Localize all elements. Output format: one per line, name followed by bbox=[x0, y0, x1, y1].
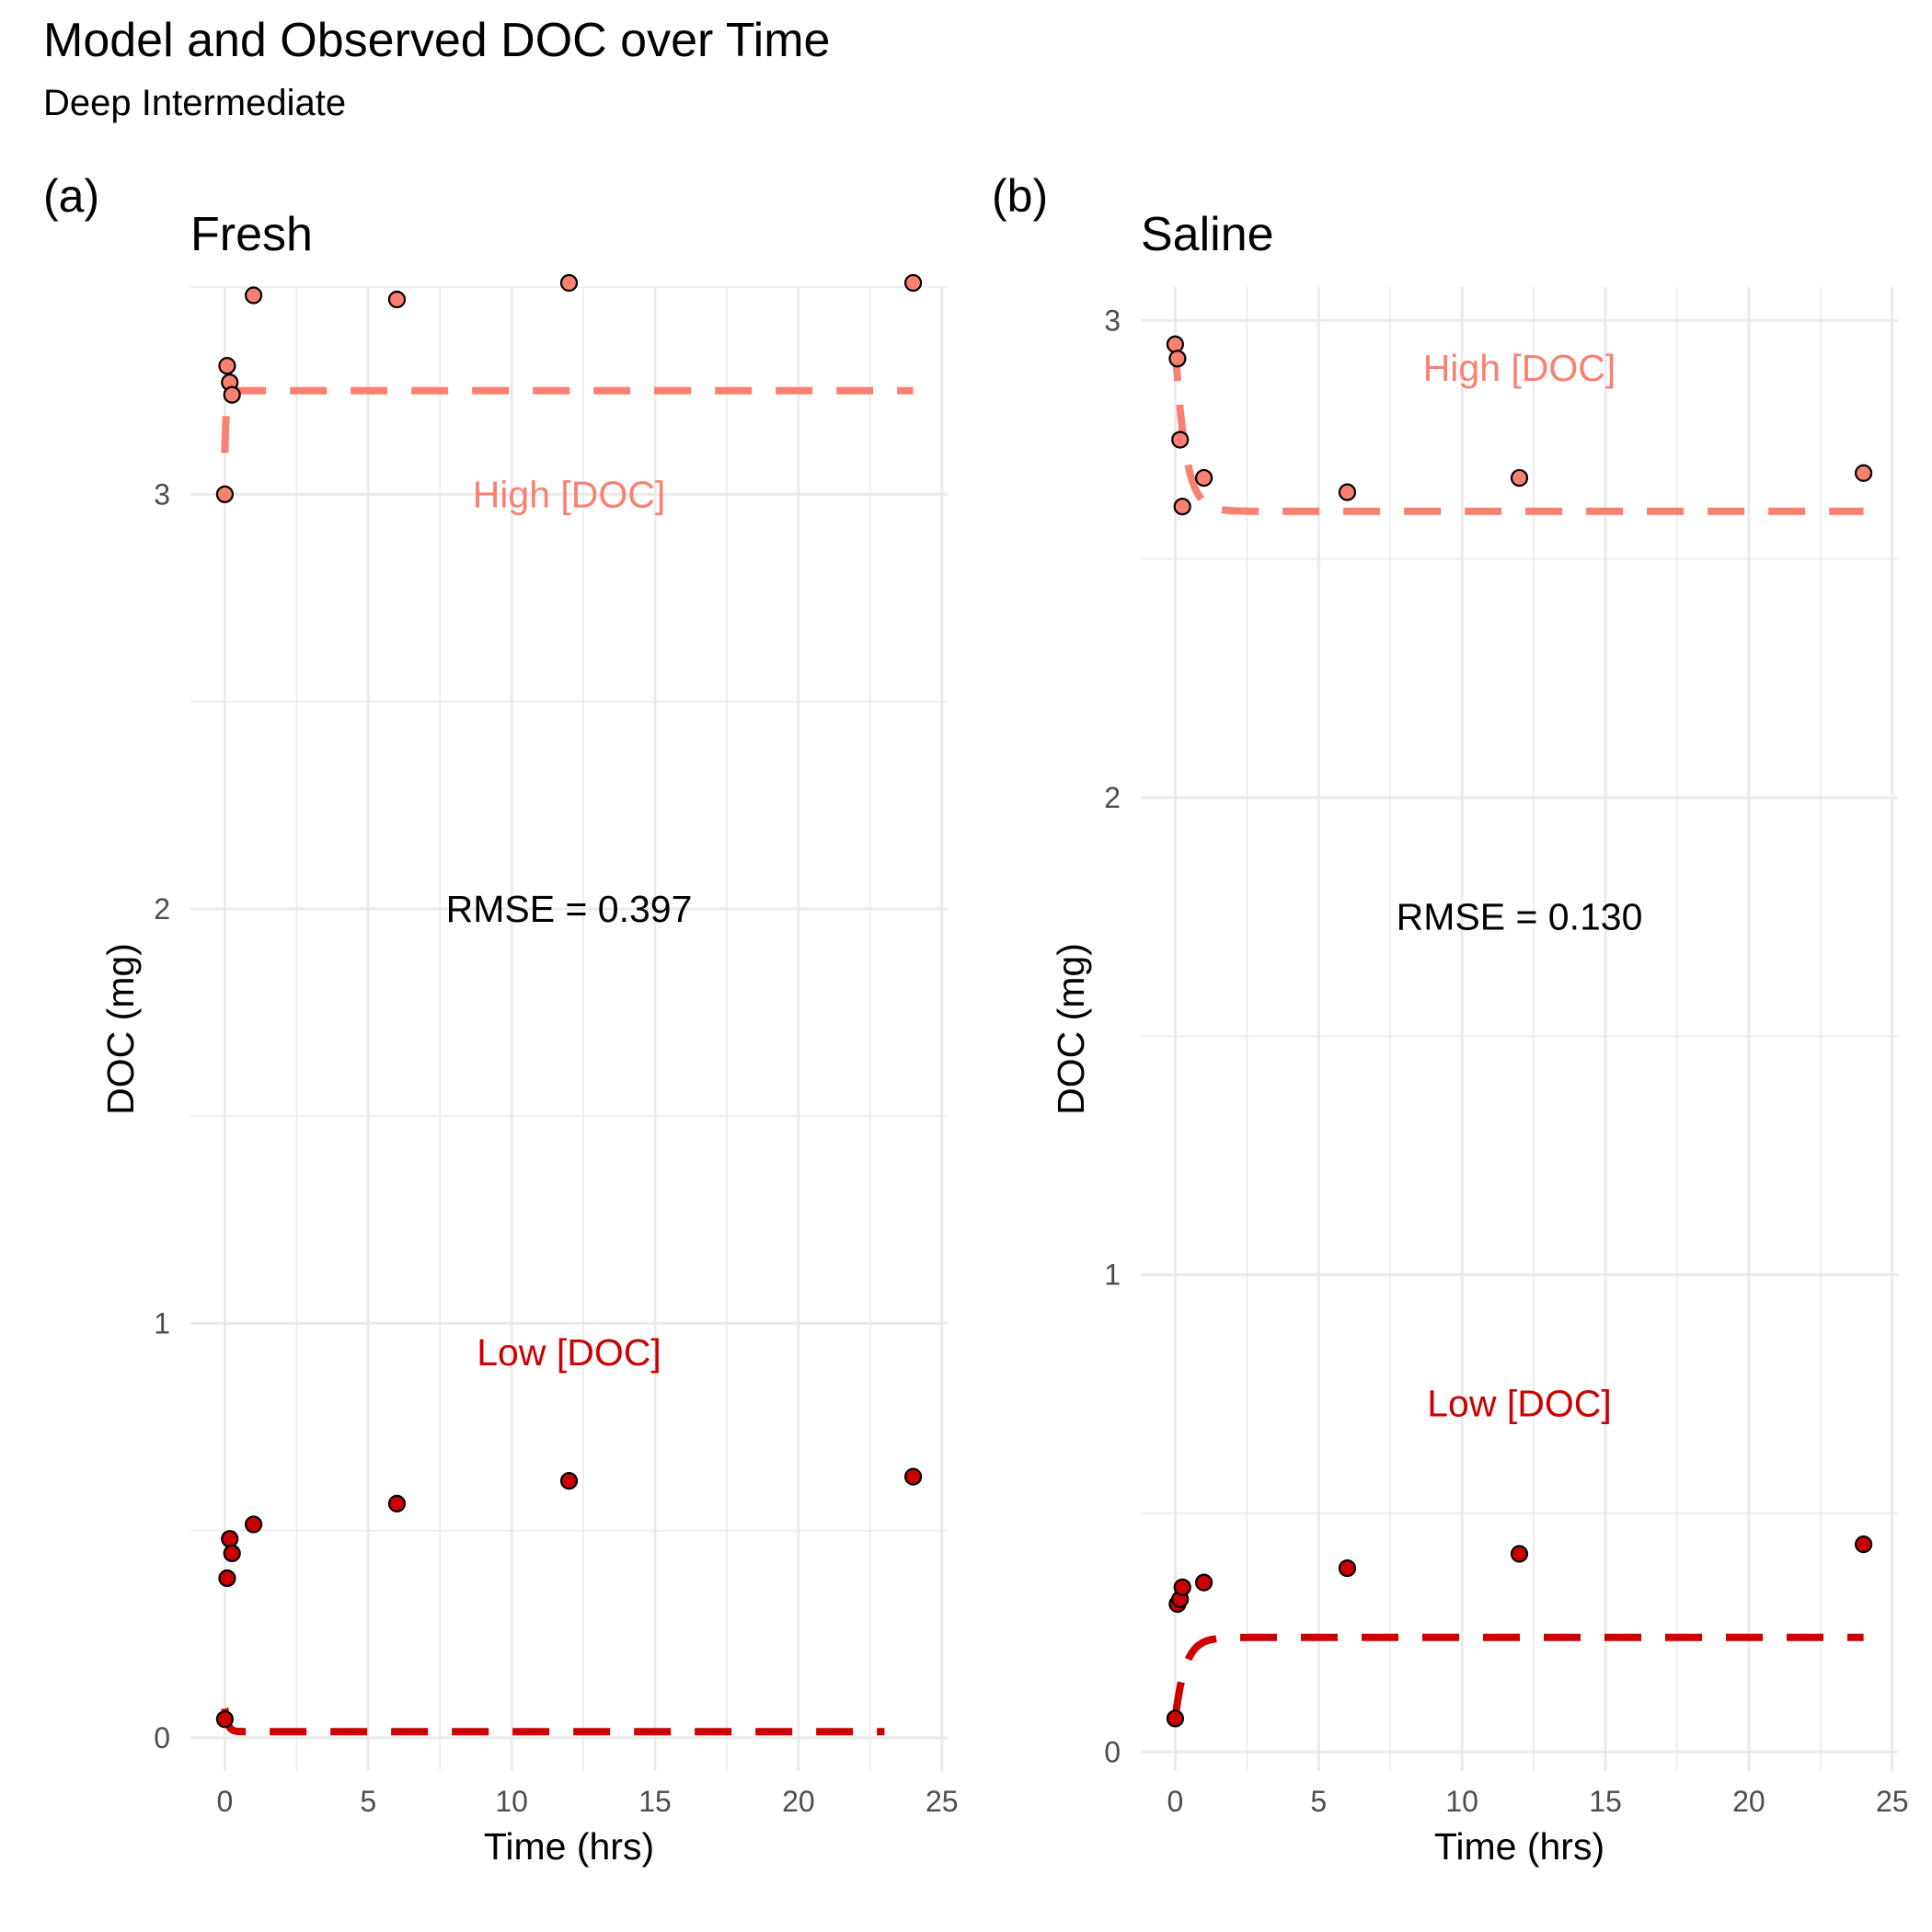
panel-b-x-tick-label: 25 bbox=[1876, 1785, 1909, 1818]
panel-a-point-high bbox=[223, 385, 241, 404]
panel-a-tag: (a) bbox=[43, 170, 99, 222]
panel-b-x-tick-label: 5 bbox=[1310, 1785, 1327, 1818]
panel-a-point-low bbox=[387, 1494, 407, 1512]
panel-a-point-low bbox=[559, 1472, 579, 1490]
panel-b-model-line-high bbox=[1171, 343, 1864, 515]
panel-b-model-line-low bbox=[1171, 1633, 1864, 1720]
panel-b-point-low bbox=[1338, 1558, 1357, 1578]
panel-a-point-high bbox=[387, 290, 407, 309]
panel-b-point-high bbox=[1168, 350, 1187, 368]
panel-b-x-tick-label: 15 bbox=[1589, 1785, 1622, 1818]
panel-b-point-low bbox=[1173, 1578, 1191, 1596]
panel-b-point-low bbox=[1854, 1535, 1873, 1554]
panel-b-y-tick-label: 2 bbox=[1104, 781, 1121, 814]
panel-b-rmse-label: RMSE = 0.130 bbox=[1397, 896, 1643, 938]
panel-b-x-tick-label: 20 bbox=[1732, 1785, 1765, 1818]
panel-b-point-low bbox=[1510, 1545, 1529, 1563]
panel-a-point-low bbox=[218, 1569, 236, 1588]
panel-a-point-high bbox=[215, 485, 235, 503]
panel-b-y-tick-label: 1 bbox=[1104, 1259, 1121, 1292]
panel-a-model-line-low bbox=[221, 1707, 885, 1736]
panel-a-title: Fresh bbox=[190, 208, 313, 261]
panel-b-point-high bbox=[1173, 497, 1191, 516]
panel-a-point-low bbox=[903, 1467, 923, 1486]
panel-a-point-low bbox=[215, 1710, 235, 1729]
panel-b-tag: (b) bbox=[992, 170, 1048, 222]
panel-a-x-tick-label: 5 bbox=[360, 1785, 376, 1818]
panel-a-y-tick-label: 0 bbox=[154, 1721, 170, 1754]
chart-title: Model and Observed DOC over Time bbox=[43, 14, 831, 67]
panel-b-x-tick-label: 0 bbox=[1167, 1785, 1184, 1818]
panel-b-point-low bbox=[1194, 1573, 1213, 1592]
panel-a-x-tick-label: 15 bbox=[638, 1785, 672, 1818]
panel-b-low-doc-label: Low [DOC] bbox=[1427, 1383, 1612, 1425]
panel-b-point-high bbox=[1166, 335, 1185, 353]
panel-a-point-low bbox=[221, 1530, 239, 1548]
panel-b-high-doc-label: High [DOC] bbox=[1423, 347, 1616, 389]
panel-a-rmse-label: RMSE = 0.397 bbox=[446, 888, 693, 930]
panel-a-point-high bbox=[244, 286, 263, 305]
panel-b-x-axis-label: Time (hrs) bbox=[1434, 1825, 1604, 1868]
panel-a-x-axis-label: Time (hrs) bbox=[484, 1825, 654, 1868]
panel-a-y-tick-label: 2 bbox=[154, 892, 170, 926]
panel-a-point-high bbox=[218, 357, 236, 375]
panel-b-y-tick-label: 0 bbox=[1104, 1735, 1121, 1768]
panel-a-x-tick-label: 10 bbox=[495, 1785, 528, 1818]
panel-a-point-low bbox=[244, 1515, 263, 1534]
panel-b-point-high bbox=[1510, 468, 1529, 488]
panel-a-low-doc-label: Low [DOC] bbox=[477, 1331, 661, 1374]
panel-a-point-low bbox=[223, 1544, 241, 1563]
panel-a-model-line-high bbox=[221, 386, 914, 454]
panel-b-y-axis-label: DOC (mg) bbox=[1050, 943, 1092, 1115]
panel-b-point-high bbox=[1854, 464, 1873, 482]
panel-a-point-high bbox=[559, 273, 579, 293]
chart-subtitle: Deep Intermediate bbox=[43, 83, 347, 123]
panel-b-x-tick-label: 10 bbox=[1445, 1785, 1478, 1818]
panel-b-point-low bbox=[1166, 1709, 1185, 1728]
panel-a-x-tick-label: 20 bbox=[782, 1785, 815, 1818]
panel-b-point-high bbox=[1194, 468, 1213, 488]
panel-b-title: Saline bbox=[1141, 208, 1274, 261]
panel-a-y-tick-label: 1 bbox=[154, 1306, 170, 1340]
panel-b-point-high bbox=[1338, 483, 1357, 501]
panel-a-point-high bbox=[903, 273, 923, 293]
panel-a-x-tick-label: 25 bbox=[926, 1785, 959, 1818]
panel-b-point-high bbox=[1171, 431, 1190, 449]
panel-a-x-tick-label: 0 bbox=[217, 1785, 234, 1818]
panel-b-y-tick-label: 3 bbox=[1104, 304, 1121, 337]
panel-a-high-doc-label: High [DOC] bbox=[473, 473, 666, 515]
panel-a-y-tick-label: 3 bbox=[154, 477, 170, 511]
panel-a-y-axis-label: DOC (mg) bbox=[99, 943, 142, 1115]
